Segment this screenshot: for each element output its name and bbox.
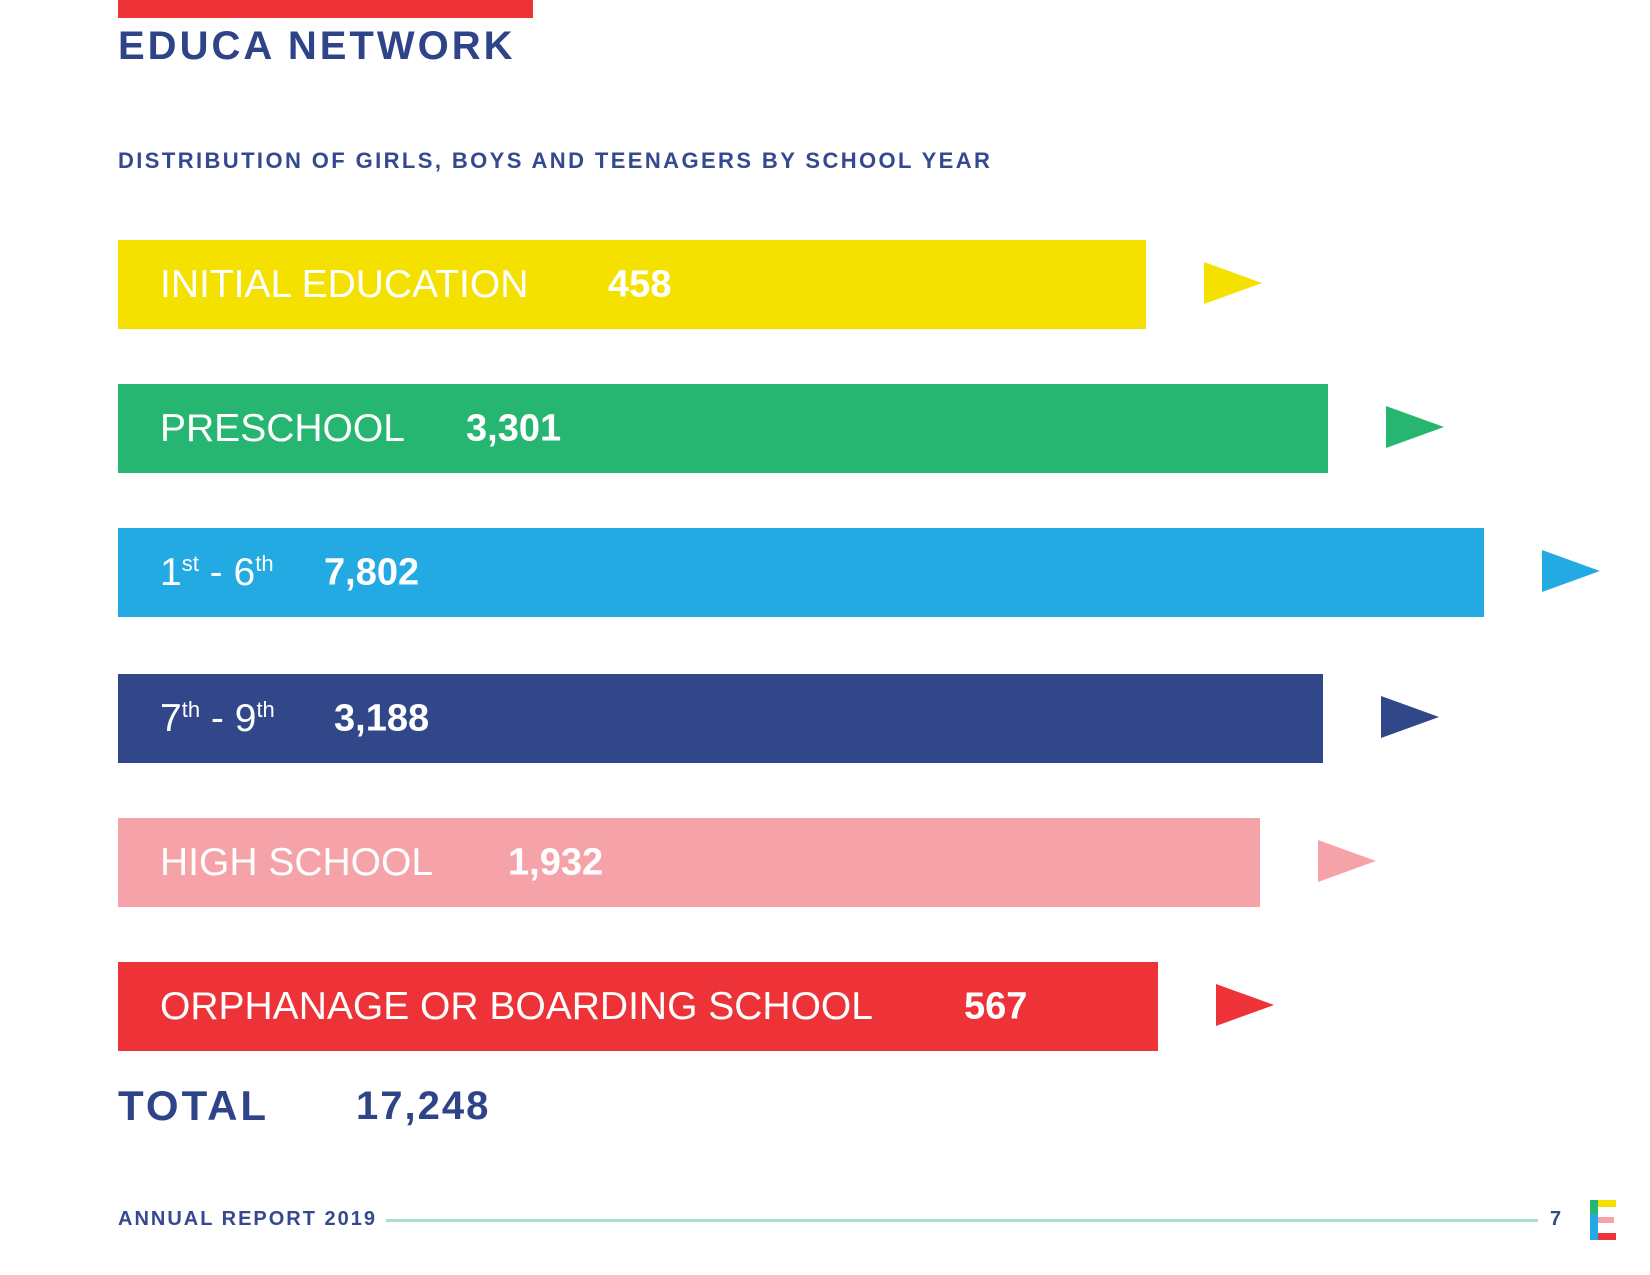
bar-0: INITIAL EDUCATION 458 xyxy=(118,240,1147,329)
arrow-icon xyxy=(1542,550,1600,592)
bar-label: INITIAL EDUCATION xyxy=(160,262,529,306)
page-title: EDUCA NETWORK xyxy=(118,24,516,68)
total-label: TOTAL xyxy=(118,1082,270,1129)
bar-label: PRESCHOOL xyxy=(160,406,405,450)
bar-label: HIGH SCHOOL xyxy=(160,840,434,884)
bar-2: 1st - 6th 7,802 xyxy=(118,528,1484,617)
bar-value-label: 3,188 xyxy=(334,697,430,739)
arrow-icon xyxy=(1386,406,1445,448)
bar-5: ORPHANAGE OR BOARDING SCHOOL 567 xyxy=(118,962,1159,1051)
bar-value-label: 458 xyxy=(608,263,672,305)
total-value: 17,248 xyxy=(356,1084,491,1128)
bar-4: HIGH SCHOOL 1,932 xyxy=(118,818,1260,907)
arrow-icon xyxy=(1381,696,1440,738)
top-accent-bar xyxy=(118,0,533,18)
page-number: 7 xyxy=(1550,1208,1562,1230)
bar-label: 1st - 6th xyxy=(160,550,274,594)
bar-value-label: 1,932 xyxy=(508,841,604,883)
bar-value-label: 567 xyxy=(964,985,1028,1027)
arrow-icon xyxy=(1204,262,1263,304)
arrow-icon xyxy=(1216,984,1275,1026)
bar-label: 7th - 9th xyxy=(160,696,275,740)
bar-label: ORPHANAGE OR BOARDING SCHOOL xyxy=(160,984,873,1028)
bar-3: 7th - 9th 3,188 xyxy=(118,674,1324,763)
chart-subtitle: DISTRIBUTION OF GIRLS, BOYS AND TEENAGER… xyxy=(118,148,993,173)
bar-value-label: 7,802 xyxy=(324,551,420,593)
educa-e-logo-icon xyxy=(1590,1200,1616,1240)
footer-divider xyxy=(386,1219,1538,1222)
arrow-icon xyxy=(1317,840,1376,882)
bar-1: PRESCHOOL 3,301 xyxy=(118,384,1329,473)
footer-report-title: ANNUAL REPORT 2019 xyxy=(118,1208,378,1230)
bar-value-label: 3,301 xyxy=(466,407,562,449)
